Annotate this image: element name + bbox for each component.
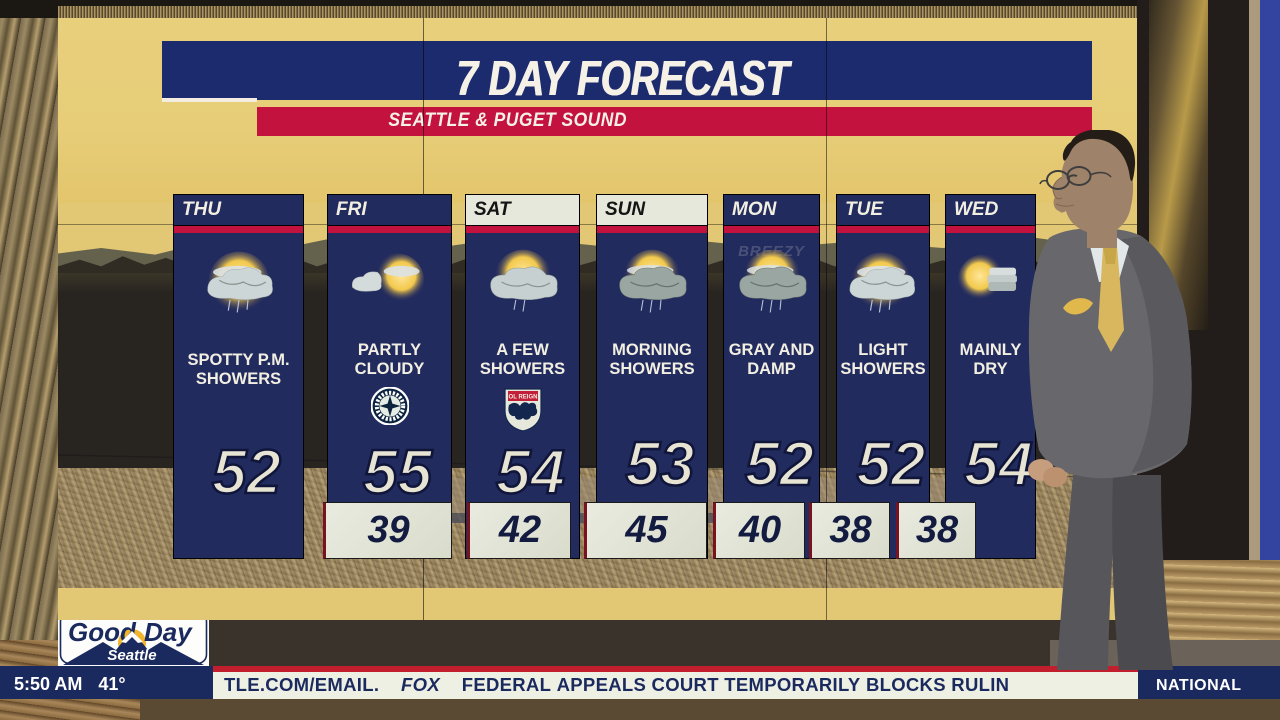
svg-text:OL REIGN: OL REIGN	[508, 395, 537, 401]
svg-text:Day: Day	[144, 617, 193, 647]
svg-text:Seattle: Seattle	[107, 647, 156, 664]
